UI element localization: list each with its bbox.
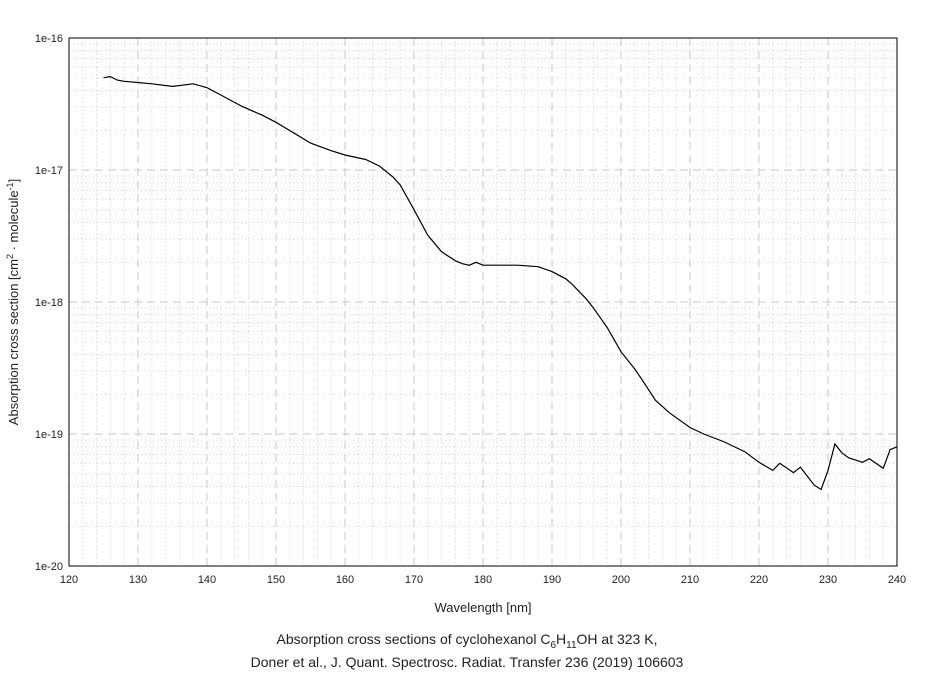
y-label-main: Absorption cross section [cm: [6, 259, 21, 425]
x-tick-label: 150: [267, 574, 285, 586]
x-tick-label: 210: [681, 574, 699, 586]
x-tick-label: 190: [543, 574, 561, 586]
caption-text: OH at 323 K,: [576, 631, 658, 647]
x-tick-label: 130: [129, 574, 147, 586]
caption-line-1: Absorption cross sections of cyclohexano…: [0, 631, 934, 651]
caption-text: H: [556, 631, 567, 647]
x-tick-label: 230: [819, 574, 837, 586]
caption-sub: 11: [566, 639, 577, 651]
x-tick-label: 170: [405, 574, 423, 586]
y-tick-labels: 1e-16 1e-17 1e-18 1e-19 1e-20: [35, 33, 63, 573]
x-tick-label: 160: [336, 574, 354, 586]
grid: [69, 38, 897, 566]
x-tick-label: 220: [750, 574, 768, 586]
y-label-sup1: 2: [5, 254, 15, 259]
x-tick-label: 140: [198, 574, 216, 586]
plot-frame: [68, 37, 898, 567]
x-tick-label: 200: [612, 574, 630, 586]
series-line-cyclohexanol: [103, 75, 898, 491]
x-tick-label: 240: [888, 574, 906, 586]
caption-sub: 6: [550, 639, 557, 651]
x-axis-label: Wavelength [nm]: [434, 600, 531, 615]
y-label-mid: · molecule: [6, 190, 21, 254]
y-tick-label: 1e-16: [35, 33, 63, 45]
x-tick-labels: 120 130 140 150 160 170 180 190 200 210 220 230 240: [60, 574, 906, 586]
y-label-sup2: -1: [5, 182, 15, 190]
x-tick-label: 120: [60, 574, 78, 586]
y-label-end: ]: [6, 179, 21, 183]
y-axis-label: Absorption cross section [cm2 · molecule…: [5, 179, 21, 425]
y-tick-label: 1e-18: [35, 297, 63, 309]
y-tick-label: 1e-19: [35, 429, 63, 441]
caption-text: Absorption cross sections of cyclohexano…: [276, 631, 551, 647]
y-tick-label: 1e-20: [35, 561, 63, 573]
x-tick-label: 180: [474, 574, 492, 586]
y-tick-label: 1e-17: [35, 165, 63, 177]
caption-line-2: Doner et al., J. Quant. Spectrosc. Radia…: [250, 654, 684, 670]
